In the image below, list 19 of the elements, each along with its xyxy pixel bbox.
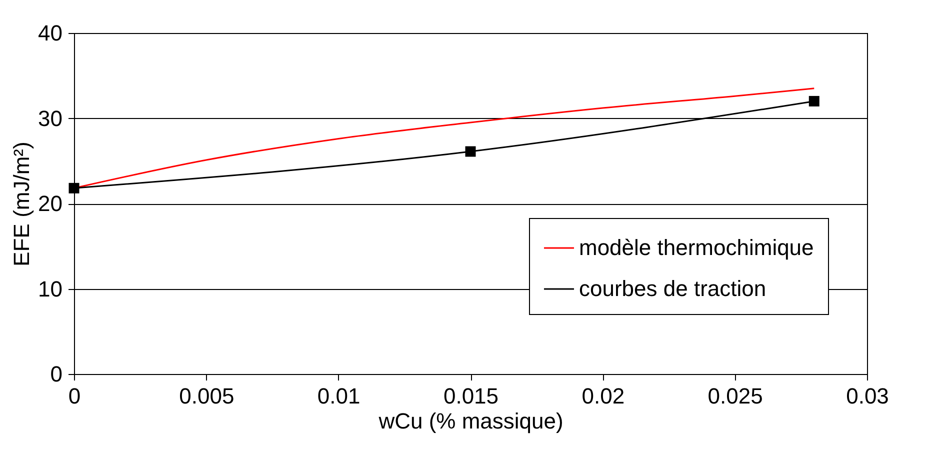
y-tick-label: 30	[38, 106, 62, 131]
y-axis-title: EFE (mJ/m²)	[9, 142, 34, 266]
point	[68, 182, 80, 194]
x-axis-title: wCu (% massique)	[378, 408, 564, 434]
x-tick-label: 0	[68, 384, 81, 408]
x-tick-label: 0.025	[708, 384, 763, 408]
x-tick-label: 0.01	[317, 384, 360, 408]
x-tick-label: 0.03	[846, 384, 889, 408]
y-tick-label: 10	[38, 276, 62, 302]
point	[808, 96, 820, 106]
legend-label: courbes de traction	[579, 276, 766, 301]
y-tick-label: 40	[38, 20, 62, 46]
y-tick-label: 0	[50, 362, 62, 386]
x-tick-label: 0.02	[582, 384, 625, 408]
x-tick-label: 0.015	[443, 384, 499, 408]
y-tick-label: 20	[38, 191, 62, 216]
legend-label: modèle thermochimique	[579, 235, 814, 260]
x-tick-label: 0.005	[179, 384, 234, 408]
point	[465, 146, 476, 157]
